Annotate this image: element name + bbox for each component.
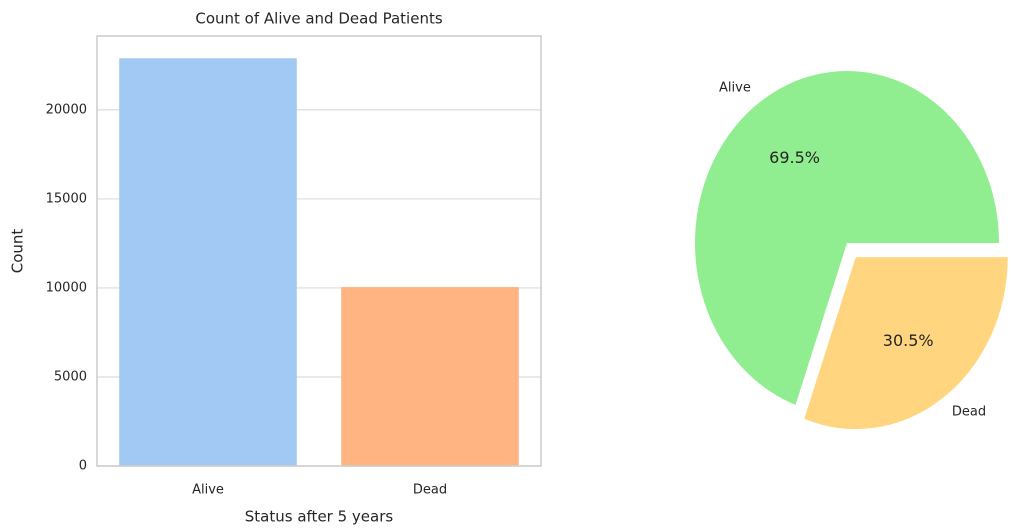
plot-frame	[96, 35, 542, 467]
bar	[119, 58, 297, 467]
pie-slice	[804, 257, 1008, 430]
slice-label: Dead	[952, 404, 986, 419]
pie-slice	[695, 70, 999, 405]
slice-label: Alive	[719, 81, 751, 96]
x-tick-label: Alive	[192, 483, 224, 498]
y-tick-label: 0	[79, 459, 87, 474]
x-tick-label: Dead	[413, 483, 447, 498]
y-tick-label: 15000	[46, 191, 87, 206]
value-label: 30.5%	[883, 331, 934, 350]
value-label: 69.5%	[769, 148, 820, 167]
y-tick-label: 20000	[46, 102, 87, 117]
chart-title: Count of Alive and Dead Patients	[195, 10, 442, 28]
y-axis-label: Count	[9, 229, 27, 274]
y-tick-label: 10000	[46, 280, 87, 295]
x-axis-label: Status after 5 years	[245, 508, 394, 526]
y-tick-label: 5000	[54, 369, 87, 384]
bar	[341, 287, 519, 466]
